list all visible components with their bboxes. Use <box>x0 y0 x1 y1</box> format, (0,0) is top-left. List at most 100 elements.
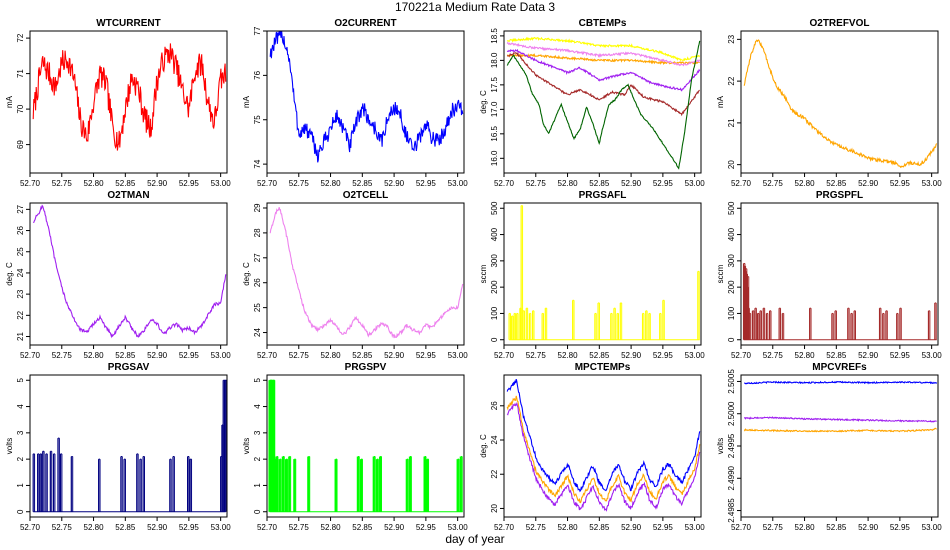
x-tick-label: 52.90 <box>621 351 642 360</box>
y-tick-label: 2.5000 <box>727 401 736 426</box>
y-tick-label: 24 <box>16 268 25 277</box>
y-axis-label: deg. C <box>479 434 488 458</box>
x-tick-label: 52.95 <box>653 179 674 188</box>
x-tick-label: 53.00 <box>922 523 943 532</box>
series-line <box>269 31 464 163</box>
y-tick-label: 24 <box>490 435 499 444</box>
plot-area <box>743 39 938 169</box>
y-tick-label: 17.5 <box>490 77 499 93</box>
panel-prgsav: PRGSAV 52.70 52.75 52.80 52.85 52.90 52.95 53.0… <box>5 362 231 532</box>
x-tick-label: 52.75 <box>52 351 73 360</box>
plot-area <box>33 204 227 339</box>
y-axis-label: volts <box>242 438 251 454</box>
y-tick-label: 300 <box>490 254 499 268</box>
y-tick-label: 0 <box>253 509 262 514</box>
x-tick-label: 52.75 <box>763 179 784 188</box>
x-tick-label: 52.75 <box>763 523 784 532</box>
y-tick-label: 29 <box>253 203 262 212</box>
y-tick-label: 26 <box>16 226 25 235</box>
y-tick-label: 400 <box>490 227 499 241</box>
y-tick-label: 22 <box>490 469 499 478</box>
panel-o2trefvol: O2TREFVOL 52.70 52.75 52.80 52.85 52.90 52.95 5… <box>716 18 942 188</box>
y-tick-label: 4 <box>16 404 25 409</box>
figure-title: 170221a Medium Rate Data 3 <box>394 0 556 14</box>
x-tick-label: 52.90 <box>621 523 642 532</box>
y-tick-label: 200 <box>727 280 736 294</box>
y-tick-label: 3 <box>253 430 262 435</box>
x-tick-label: 52.85 <box>352 523 373 532</box>
panel-mpcvrefs: MPCVREFs 52.70 52.75 52.80 52.85 52.90 52.95 53… <box>716 362 942 532</box>
x-tick-label: 52.70 <box>20 523 41 532</box>
y-tick-label: 1 <box>253 483 262 488</box>
panel-wtcurrent: WTCURRENT 52.70 52.75 52.80 52.85 52.90 52.95 5… <box>5 18 231 188</box>
x-tick-label: 52.90 <box>384 179 405 188</box>
panel-title: O2TMAN <box>107 190 149 201</box>
x-tick-label: 52.70 <box>20 179 41 188</box>
panel-title: O2TREFVOL <box>809 18 869 29</box>
x-axis-label: day of year <box>445 532 505 546</box>
y-axis-label: mA <box>5 95 14 108</box>
x-tick-label: 52.70 <box>731 179 752 188</box>
y-tick-label: 74 <box>253 159 262 168</box>
panel-title: MPCTEMPs <box>575 362 631 373</box>
y-axis-label: volts <box>5 438 14 454</box>
y-tick-label: 28 <box>253 228 262 237</box>
panel-title: CBTEMPs <box>579 18 627 29</box>
x-tick-label: 52.90 <box>858 351 879 360</box>
x-tick-label: 52.70 <box>494 523 515 532</box>
y-tick-label: 22 <box>727 76 736 85</box>
y-tick-label: 18.0 <box>490 52 499 68</box>
y-tick-label: 400 <box>727 227 736 241</box>
plot-area <box>32 379 227 513</box>
x-tick-label: 52.95 <box>179 179 200 188</box>
y-tick-label: 2 <box>16 456 25 461</box>
x-tick-label: 53.00 <box>448 179 469 188</box>
x-tick-label: 52.80 <box>321 351 342 360</box>
y-axis-label: sccm <box>479 264 488 283</box>
panel-title: O2CURRENT <box>334 18 396 29</box>
panel-title: O2TCELL <box>343 190 389 201</box>
x-tick-label: 52.95 <box>416 351 437 360</box>
panel-prgspfl: PRGSPFL 52.70 52.75 52.80 52.85 52.90 52.95 53.… <box>716 190 942 360</box>
x-tick-label: 52.75 <box>52 523 73 532</box>
series-line <box>506 395 701 504</box>
x-tick-label: 52.85 <box>115 179 136 188</box>
x-tick-label: 52.70 <box>20 351 41 360</box>
y-tick-label: 5 <box>253 377 262 382</box>
y-tick-label: 20 <box>727 160 736 169</box>
series-line <box>269 207 464 339</box>
series-line <box>743 427 937 433</box>
x-tick-label: 53.00 <box>448 523 469 532</box>
y-tick-label: 0 <box>490 337 499 342</box>
panel-frame <box>29 202 228 346</box>
panel-frame <box>740 374 939 518</box>
x-tick-label: 52.95 <box>890 179 911 188</box>
y-tick-label: 77 <box>253 26 262 35</box>
x-tick-label: 52.80 <box>321 523 342 532</box>
panel-title: WTCURRENT <box>96 18 160 29</box>
y-tick-label: 2.4990 <box>727 465 736 490</box>
y-tick-label: 27 <box>16 204 25 213</box>
series-line <box>743 39 938 169</box>
y-tick-label: 76 <box>253 70 262 79</box>
y-tick-label: 500 <box>490 201 499 215</box>
y-tick-label: 0 <box>16 509 25 514</box>
x-tick-label: 52.85 <box>589 523 610 532</box>
y-axis-label: deg. C <box>242 262 251 286</box>
y-tick-label: 22 <box>16 310 25 319</box>
plot-area <box>32 43 227 151</box>
x-tick-label: 53.00 <box>922 351 943 360</box>
plot-area <box>743 380 938 433</box>
x-tick-label: 53.00 <box>211 179 232 188</box>
x-tick-label: 52.75 <box>526 523 547 532</box>
x-tick-label: 52.80 <box>84 351 105 360</box>
y-tick-label: 17.0 <box>490 101 499 117</box>
plot-area <box>269 207 464 339</box>
x-tick-label: 53.00 <box>211 351 232 360</box>
y-tick-label: 21 <box>727 118 736 127</box>
panel-frame <box>740 30 939 174</box>
x-tick-label: 52.85 <box>589 179 610 188</box>
x-tick-label: 52.80 <box>558 523 579 532</box>
y-axis-label: deg. C <box>5 262 14 286</box>
y-tick-label: 25 <box>253 303 262 312</box>
